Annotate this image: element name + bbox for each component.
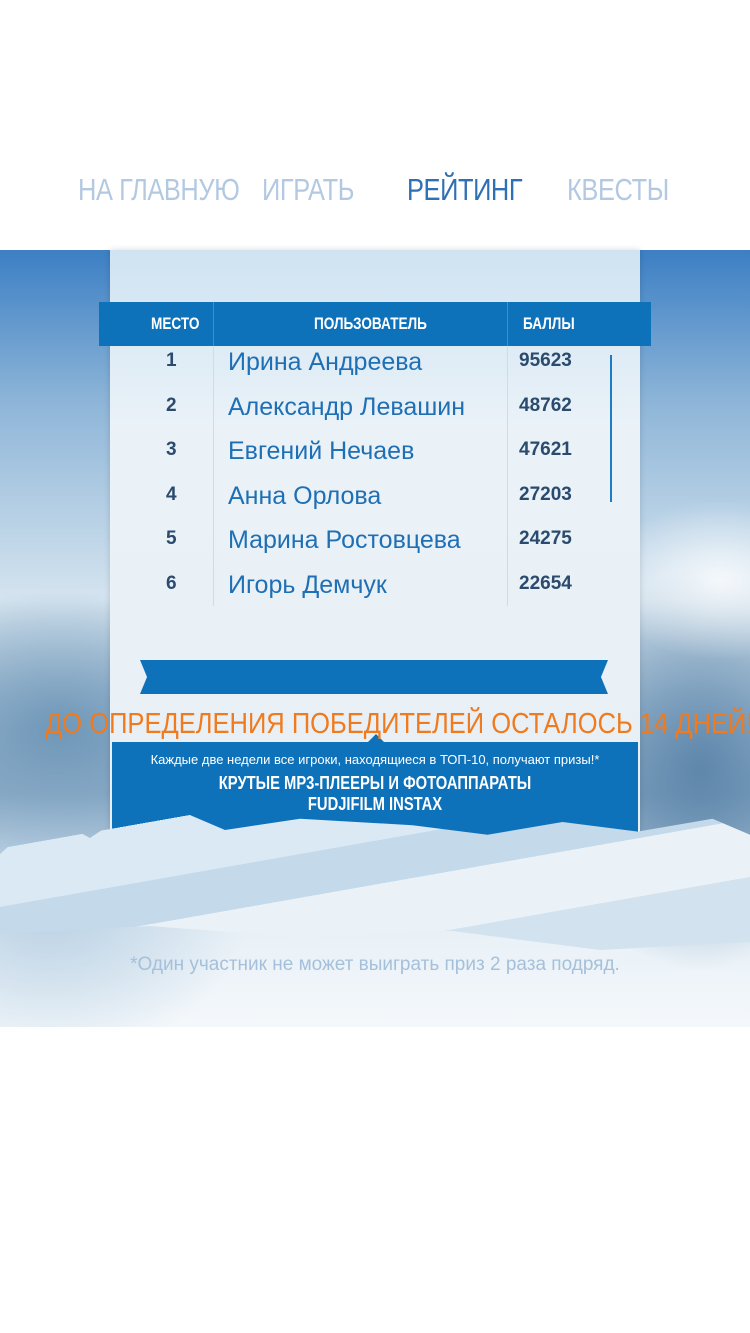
prizes-line1: КРУТЫЕ МР3-ПЛЕЕРЫ И ФОТОАППАРАТЫ [218,773,532,793]
place: 6 [166,573,177,594]
header-score: БАЛЛЫ [523,314,575,333]
table-row: 4 Анна Орлова 27203 [0,482,750,528]
user-name: Марина Ростовцева [228,526,461,554]
header-user: ПОЛЬЗОВАТЕЛЬ [314,314,427,333]
score: 24275 [519,528,572,549]
main-nav: НА ГЛАВНУЮ ИГРАТЬ РЕЙТИНГ КВЕСТЫ [0,172,750,216]
table-header: МЕСТО ПОЛЬЗОВАТЕЛЬ БАЛЛЫ [99,302,651,346]
user-name: Александр Левашин [228,393,466,421]
score: 47621 [519,439,572,460]
place: 3 [166,439,177,460]
blue-ribbon [140,660,608,694]
score: 22654 [519,573,572,594]
place: 4 [166,484,177,505]
nav-play[interactable]: ИГРАТЬ [262,172,355,207]
table-row: 6 Игорь Демчук 22654 [0,571,750,617]
prizes-line2: FUDJIFILM INSTAX [307,794,443,814]
user-name: Ирина Андреева [228,348,423,376]
score: 95623 [519,350,572,371]
user-name: Евгений Нечаев [228,437,415,465]
table-row: 3 Евгений Нечаев 47621 [0,437,750,483]
place: 5 [166,528,177,549]
score: 27203 [519,484,572,505]
footnote: *Один участник не может выиграть приз 2 … [130,954,620,975]
table-scrollbar[interactable] [610,355,612,502]
countdown-text: ДО ОПРЕДЕЛЕНИЯ ПОБЕДИТЕЛЕЙ ОСТАЛОСЬ 14 Д… [45,708,750,740]
score: 48762 [519,395,572,416]
place: 2 [166,395,177,416]
user-name: Игорь Демчук [228,571,387,599]
nav-home[interactable]: НА ГЛАВНУЮ [78,172,240,207]
prizes-intro: Каждые две недели все игроки, находящиес… [150,752,600,767]
table-row: 5 Марина Ростовцева 24275 [0,526,750,572]
nav-quests[interactable]: КВЕСТЫ [567,172,669,207]
user-name: Анна Орлова [228,482,382,510]
prizes-box: Каждые две недели все игроки, находящиес… [112,734,638,835]
table-row: 2 Александр Левашин 48762 [0,393,750,439]
table-row: 1 Ирина Андреева 95623 [0,348,750,394]
place: 1 [166,350,177,371]
nav-rating[interactable]: РЕЙТИНГ [407,172,523,207]
header-place: МЕСТО [151,314,200,333]
